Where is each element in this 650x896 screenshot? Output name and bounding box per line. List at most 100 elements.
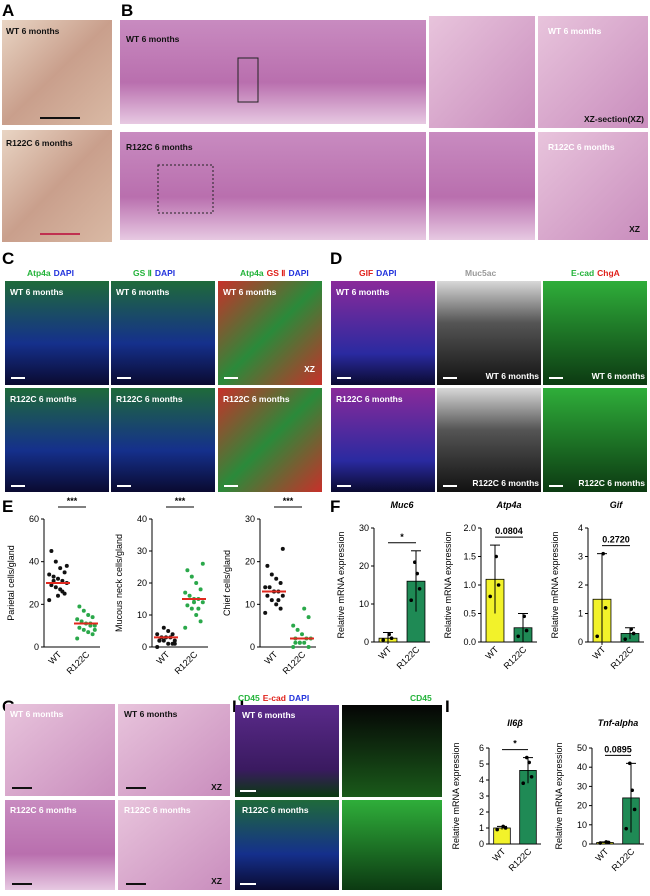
channel-name: GS Ⅱ <box>267 268 286 278</box>
data-point <box>60 578 65 583</box>
image-label: R122C 6 months <box>10 805 77 815</box>
data-point <box>62 570 67 575</box>
y-axis-label: Mucous neck cells/gland <box>114 534 124 632</box>
data-point <box>306 615 311 620</box>
channel-name: DAPI <box>376 268 396 278</box>
data-point <box>157 638 162 643</box>
y-axis-label: Relative mRNA expression <box>550 531 560 638</box>
x-tick-label: WT <box>46 649 63 666</box>
x-tick-label: R122C <box>610 846 637 873</box>
data-point <box>381 638 386 642</box>
panel-letter: F <box>330 497 340 516</box>
y-tick-label: 2.0 <box>463 523 476 533</box>
data-point <box>494 554 499 559</box>
data-point <box>293 640 298 645</box>
data-point <box>529 775 534 779</box>
data-point <box>302 640 307 645</box>
y-tick-label: 0 <box>142 642 147 652</box>
channel-name: Atp4a <box>240 268 264 278</box>
significance: *** <box>283 496 294 506</box>
data-point <box>628 761 632 766</box>
y-tick-label: 10 <box>359 599 369 609</box>
data-point <box>415 571 420 576</box>
data-point <box>274 576 279 581</box>
y-tick-label: 0.5 <box>463 609 476 619</box>
data-point <box>155 645 160 649</box>
data-point <box>276 598 281 603</box>
channel-name: GS Ⅱ <box>133 268 152 278</box>
data-point <box>267 585 272 590</box>
micrograph <box>342 800 442 890</box>
micrograph <box>543 281 647 385</box>
channel-header: CD45 E-cad DAPI <box>238 693 309 703</box>
data-point <box>624 826 628 831</box>
micrograph <box>437 281 541 385</box>
x-tick-label: R122C <box>507 846 534 873</box>
image-label: R122C 6 months <box>242 805 309 815</box>
panel-letter: D <box>330 249 342 268</box>
x-tick-label: WT <box>262 649 279 666</box>
chart-title: Atp4a <box>495 500 521 510</box>
y-tick-label: 20 <box>577 801 587 811</box>
micrograph <box>543 388 647 492</box>
image-label: R122C 6 months <box>336 394 403 404</box>
y-axis-label: Relative mRNA expression <box>554 742 564 849</box>
data-point <box>92 623 97 628</box>
data-point <box>280 593 285 598</box>
y-tick-label: 1.0 <box>463 580 476 590</box>
data-point <box>161 625 166 630</box>
data-point <box>278 581 283 585</box>
micrograph <box>118 800 230 890</box>
y-tick-label: 0 <box>582 839 587 849</box>
data-point <box>86 630 91 635</box>
x-tick-label: R122C <box>65 649 92 676</box>
data-point <box>302 606 307 611</box>
channel-header: Muc5ac <box>465 268 496 278</box>
y-tick-label: 20 <box>29 599 39 609</box>
channel-name: ChgA <box>597 268 620 278</box>
x-tick-label: R122C <box>395 644 422 671</box>
data-point <box>488 594 493 599</box>
channel-header: GIF DAPI <box>359 268 396 278</box>
y-tick-label: 20 <box>137 578 147 588</box>
panel-letter: B <box>121 1 133 20</box>
micrograph <box>429 132 535 240</box>
y-tick-label: 40 <box>29 557 39 567</box>
data-point <box>161 638 166 643</box>
data-point <box>265 593 270 598</box>
image-label: XZ <box>304 364 315 374</box>
data-point <box>49 583 54 588</box>
significance: 0.0895 <box>604 744 632 754</box>
data-point <box>522 614 526 619</box>
micrograph <box>331 281 435 385</box>
image-label: XZ <box>211 876 222 886</box>
channel-name: DAPI <box>54 268 74 278</box>
image-label: XZ <box>211 782 222 792</box>
channel-header: GS Ⅱ DAPI <box>133 268 175 278</box>
data-point <box>595 634 599 639</box>
data-point <box>185 568 190 573</box>
y-tick-label: 4 <box>578 523 583 533</box>
image-label: WT 6 months <box>124 709 178 719</box>
image-label: R122C 6 months <box>548 142 615 152</box>
micrograph <box>120 132 426 240</box>
channel-name: CD45 <box>410 693 432 703</box>
y-tick-label: 10 <box>245 599 255 609</box>
micrograph <box>331 388 435 492</box>
data-point <box>300 632 304 637</box>
data-point <box>630 788 634 793</box>
y-tick-label: 40 <box>577 762 587 772</box>
data-point <box>598 841 602 845</box>
data-point <box>527 760 531 765</box>
y-tick-label: 30 <box>137 546 147 556</box>
y-tick-label: 5 <box>479 759 484 769</box>
data-point <box>409 598 414 602</box>
y-tick-label: 0.0 <box>463 637 476 647</box>
data-point <box>601 551 605 556</box>
image-label: WT 6 months <box>10 709 64 719</box>
data-point <box>77 604 82 609</box>
significance: 0.0804 <box>495 526 523 536</box>
y-tick-label: 0 <box>34 642 39 652</box>
image-label: WT 6 months <box>116 287 170 297</box>
data-point <box>170 632 175 637</box>
